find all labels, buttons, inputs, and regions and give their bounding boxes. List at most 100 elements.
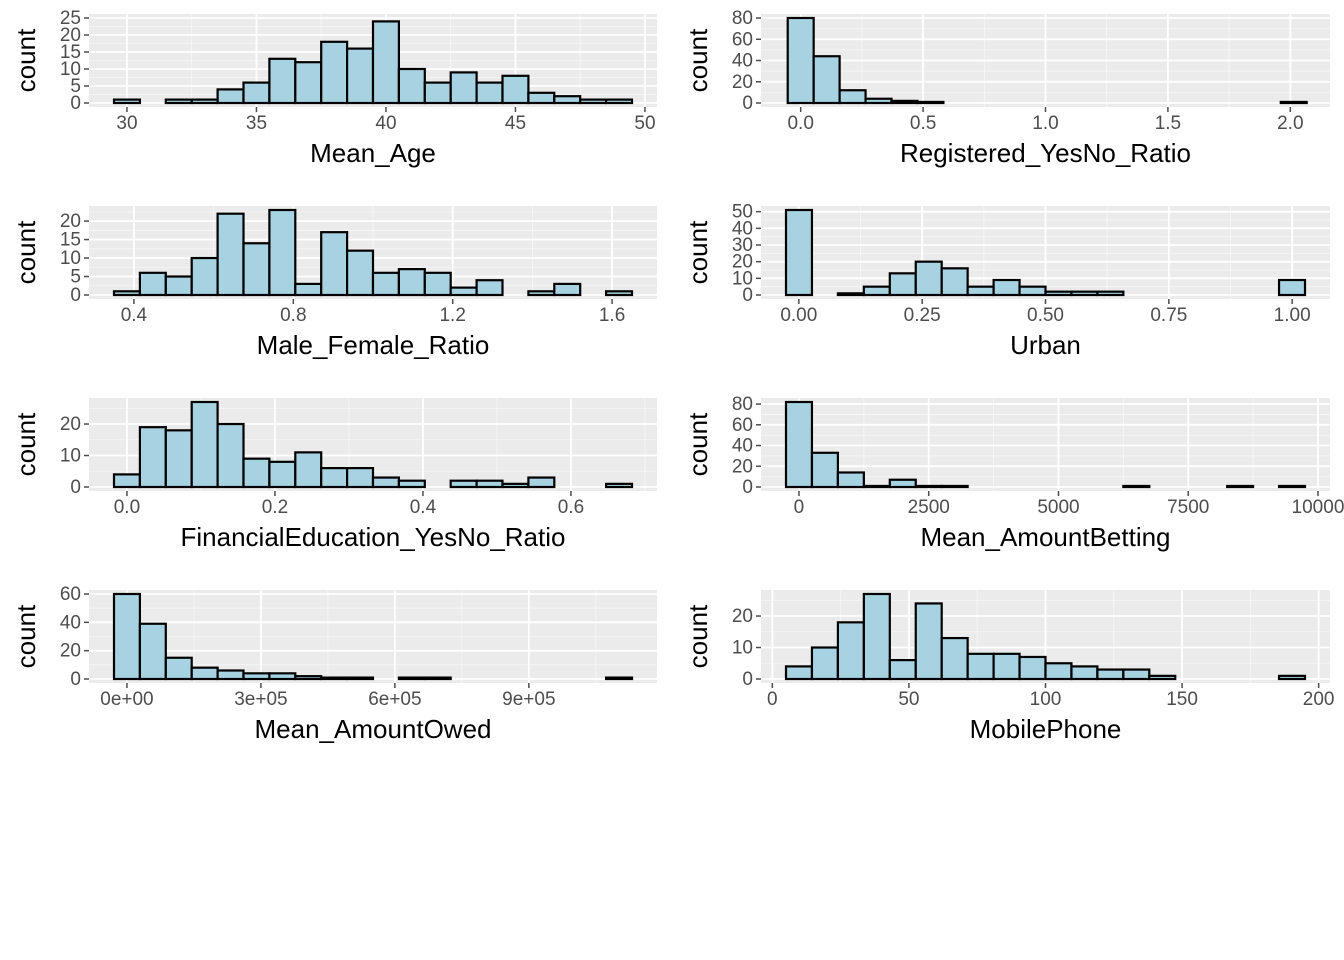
histogram-bar — [423, 81, 452, 105]
x-tick-label: 1.00 — [1274, 305, 1311, 326]
histogram-bar — [268, 672, 297, 681]
y-tick-label: 60 — [60, 584, 81, 605]
histogram-bar — [888, 272, 917, 297]
histogram-bar — [553, 282, 582, 297]
histogram-bar — [862, 285, 891, 297]
y-axis-title: count — [683, 28, 713, 92]
histogram-bar — [346, 467, 375, 489]
y-tick-label: 20 — [60, 25, 81, 46]
x-tick-label: 150 — [1166, 689, 1198, 710]
x-tick-label: 5000 — [1037, 497, 1079, 518]
x-axis-title: Male_Female_Ratio — [257, 330, 490, 360]
y-tick-label: 15 — [60, 230, 81, 251]
histogram-bar — [112, 290, 141, 297]
y-tick-label: 10 — [732, 268, 753, 289]
y-tick-label: 0 — [742, 93, 753, 114]
histogram-bar — [164, 429, 193, 489]
histogram-bar — [320, 676, 349, 681]
histogram-bar — [812, 55, 841, 105]
x-axis-title: FinancialEducation_YesNo_Ratio — [181, 522, 566, 552]
histogram-bar — [138, 426, 167, 489]
x-tick-label: 0e+00 — [100, 689, 153, 710]
histogram-bar — [604, 676, 634, 681]
histogram-bar — [1226, 484, 1255, 489]
histogram-bar — [1070, 290, 1099, 297]
x-tick-label: 100 — [1030, 689, 1062, 710]
x-tick-label: 0.5 — [910, 113, 936, 134]
y-tick-label: 0 — [70, 477, 81, 498]
histogram-bar — [320, 467, 349, 489]
histogram-bar — [449, 479, 478, 489]
histogram-bar — [1070, 665, 1099, 681]
x-tick-label: 0.0 — [114, 497, 140, 518]
x-axis-title: Mean_Age — [310, 138, 436, 168]
histogram-bar — [268, 57, 297, 105]
histogram-bar — [916, 100, 945, 105]
y-tick-label: 20 — [732, 606, 753, 627]
y-axis-title: count — [683, 220, 713, 284]
histogram-bar — [320, 231, 349, 297]
x-tick-label: 0.8 — [280, 305, 306, 326]
y-axis-title: count — [683, 412, 713, 476]
histogram-bar — [242, 672, 271, 681]
histogram-bar — [164, 656, 193, 681]
histogram-bar — [190, 256, 219, 297]
histogram-bar — [914, 484, 943, 489]
x-axis-title: Mean_AmountOwed — [254, 714, 491, 744]
x-tick-label: 0.4 — [410, 497, 437, 518]
y-axis-title: count — [683, 604, 713, 668]
histogram-bar — [527, 476, 556, 489]
x-tick-label: 2.0 — [1277, 113, 1303, 134]
histogram-bar — [862, 484, 891, 489]
histogram-bar — [371, 271, 400, 297]
y-tick-label: 40 — [732, 218, 753, 239]
y-tick-label: 40 — [732, 436, 753, 457]
histogram-bar — [1277, 484, 1307, 489]
histogram-bar — [1122, 484, 1151, 489]
histogram-bar — [1096, 290, 1125, 297]
histogram-bar — [940, 267, 969, 297]
x-tick-label: 6e+05 — [368, 689, 421, 710]
chart-panel-7: 0 20 40 60 0e+00 3e+05 6e+05 9e+05 Mean_AmountOw… — [11, 584, 657, 744]
histogram-bar — [940, 484, 969, 489]
histogram-bar — [966, 652, 995, 681]
histogram-bar — [475, 279, 504, 297]
histogram-bar — [1277, 278, 1307, 297]
histogram-bar — [397, 676, 426, 681]
x-tick-label: 0 — [767, 689, 778, 710]
x-tick-label: 50 — [634, 113, 655, 134]
histogram-bar — [190, 400, 219, 489]
y-tick-label: 25 — [60, 8, 81, 29]
histogram-bar — [501, 74, 530, 105]
histogram-bar — [190, 98, 219, 105]
y-axis-title: count — [11, 604, 41, 668]
histogram-bar — [579, 98, 608, 105]
histogram-bar — [242, 81, 271, 105]
y-tick-label: 20 — [60, 641, 81, 662]
histogram-bar — [371, 476, 400, 489]
x-tick-label: 3e+05 — [234, 689, 287, 710]
y-tick-label: 80 — [732, 394, 753, 415]
histogram-bar — [604, 290, 634, 297]
x-tick-label: 7500 — [1167, 497, 1209, 518]
histogram-bar — [397, 268, 426, 297]
y-tick-label: 20 — [60, 414, 81, 435]
x-tick-label: 0.50 — [1027, 305, 1064, 326]
histogram-bar — [138, 622, 167, 681]
histogram-bar — [1148, 674, 1177, 681]
histogram-bar — [888, 659, 917, 681]
histogram-bar — [784, 400, 814, 489]
y-tick-label: 30 — [732, 235, 753, 256]
y-tick-label: 0 — [742, 477, 753, 498]
x-tick-label: 2500 — [908, 497, 950, 518]
x-tick-label: 0.25 — [904, 305, 941, 326]
histogram-bar — [397, 479, 426, 489]
histogram-bar — [112, 473, 141, 489]
y-tick-label: 20 — [732, 252, 753, 273]
x-tick-label: 0.75 — [1150, 305, 1187, 326]
histogram-bar — [164, 275, 193, 297]
histogram-bar — [864, 97, 893, 105]
